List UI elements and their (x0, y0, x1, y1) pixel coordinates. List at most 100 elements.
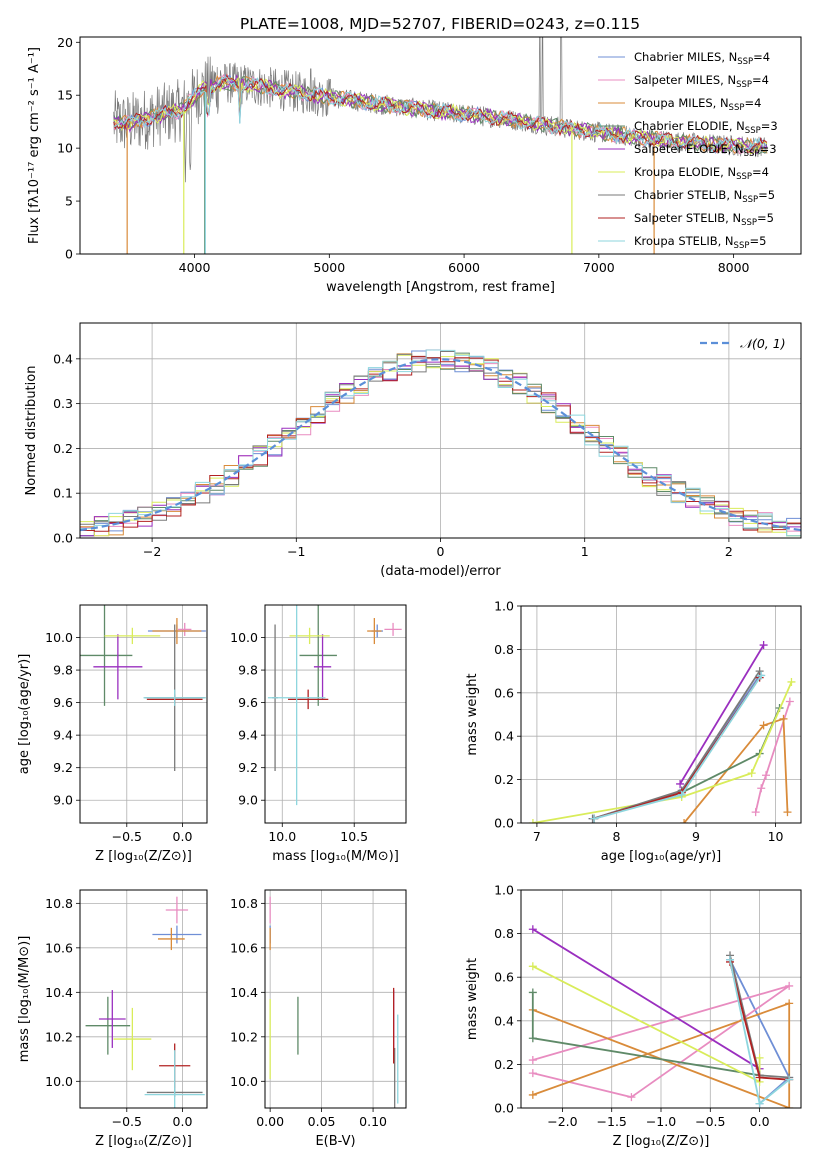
y-tick-label: 9.8 (53, 663, 73, 678)
x-axis-label: mass [log₁₀(M/M⊙)] (272, 849, 399, 864)
x-tick-label: 0.10 (359, 1114, 387, 1129)
legend-entry-subscript: SSP (742, 195, 758, 205)
series-point-marker (528, 1056, 537, 1065)
series-point-marker (785, 697, 794, 706)
error-bar-point (144, 1050, 205, 1108)
legend-entry: Salpeter STELIB, NSSP=5 (634, 211, 774, 228)
panel-weight-vs-age: 7 8 9 10 0.0 0.2 0.4 0.6 0.8 1.0 age [log₁₀(age/yr… (465, 599, 802, 864)
series-point-marker (759, 641, 768, 650)
y-tick-label: 10.0 (230, 1074, 258, 1089)
legend: 𝒩(0, 1) (700, 336, 786, 351)
series-point-marker (726, 955, 735, 964)
series-point-marker (785, 1104, 794, 1108)
series-point-marker (528, 1090, 537, 1099)
x-tick-label: 10.0 (268, 829, 296, 844)
error-bar-point (299, 605, 337, 706)
y-tick-label: 10.8 (45, 896, 73, 911)
x-tick-label: −1.0 (646, 1114, 676, 1129)
x-axis-label: Z [log₁₀(Z/Z⊙)] (95, 1134, 192, 1149)
x-tick-label: −1.5 (597, 1114, 627, 1129)
panel-age-vs-Z: −0.5 0.0 9.0 9.2 9.4 9.6 9.8 10.0 Z [log₁₀(Z/Z⊙)… (17, 604, 208, 864)
error-bar-point (80, 605, 133, 706)
x-tick-label: 9 (692, 829, 700, 844)
series-point-marker (528, 988, 537, 997)
x-tick-label: 5000 (313, 260, 345, 275)
axes-frame (264, 889, 407, 1109)
error-bar-point (289, 627, 330, 645)
series-line (593, 707, 781, 820)
legend-entry-text: Chabrier ELODIE, N (634, 119, 745, 133)
y-tick-label: 0.1 (53, 486, 73, 501)
x-axis-label: wavelength [Angstrom, rest frame] (326, 280, 555, 295)
x-tick-label: −0.5 (112, 1114, 142, 1129)
series-point-marker (755, 1099, 764, 1108)
series-line (532, 985, 790, 1099)
x-tick-label: 8 (612, 829, 620, 844)
histogram-step-line (80, 355, 801, 532)
x-tick-label: 7 (533, 829, 541, 844)
error-bar-point (104, 627, 161, 645)
y-tick-label: 1.0 (494, 883, 514, 898)
y-tick-label: 9.0 (238, 793, 258, 808)
histogram-step-line (80, 349, 801, 537)
legend-entry: Kroupa ELODIE, NSSP=4 (634, 165, 769, 182)
panel-residual-histogram: −2 −1 0 1 2 0.0 0.1 0.2 0.3 0.4 (data-model)/error… (24, 322, 802, 579)
x-tick-label: −0.5 (695, 1114, 725, 1129)
panel-mass-vs-Z: −0.5 0.0 10.0 10.2 10.4 10.6 10.8 Z [log₁₀(Z/Z⊙… (17, 889, 208, 1149)
error-bar-point (143, 689, 206, 706)
series-point-marker (528, 962, 537, 971)
series-point-marker (759, 721, 768, 730)
y-tick-label: 0.8 (494, 642, 514, 657)
y-tick-label: 5 (65, 194, 73, 209)
series-point-marker (528, 925, 537, 934)
series-line (532, 681, 793, 823)
series-point-marker (627, 1093, 636, 1102)
legend-entry-value: =4 (753, 50, 770, 64)
series-point-marker (590, 814, 599, 823)
x-tick-label: 0.0 (173, 829, 193, 844)
y-axis-label: mass [log₁₀(M/M⊙)] (17, 936, 32, 1063)
legend-entry-text: Salpeter ELODIE, N (634, 142, 744, 156)
series-line (683, 717, 789, 823)
series-point-marker (528, 1069, 537, 1078)
model-fit-line (113, 76, 768, 154)
model-fit-line (113, 73, 768, 154)
series-point-marker (757, 784, 766, 793)
legend-entry: Chabrier STELIB, NSSP=5 (634, 188, 775, 205)
x-tick-label: 10 (768, 829, 784, 844)
legend-entry-text: Chabrier MILES, N (634, 50, 737, 64)
x-tick-label: −0.5 (112, 829, 142, 844)
y-tick-label: 10 (57, 141, 73, 156)
y-tick-label: 9.6 (53, 695, 73, 710)
y-tick-label: 1.0 (494, 599, 514, 614)
error-bar-point (93, 634, 143, 700)
error-bar-point (384, 622, 402, 636)
x-tick-label: 0 (437, 544, 445, 559)
legend-entry-subscript: SSP (737, 57, 753, 67)
plot-area (269, 896, 399, 1108)
y-tick-label: 9.8 (238, 663, 258, 678)
x-tick-label: 8000 (718, 260, 750, 275)
y-tick-label: 10.0 (230, 630, 258, 645)
legend-entry-text: Salpeter STELIB, N (634, 211, 741, 225)
series-point-marker (751, 808, 760, 817)
legend-entry-value: =5 (758, 188, 775, 202)
error-bar-point (152, 925, 202, 944)
y-tick-label: 0.4 (494, 1013, 514, 1028)
y-tick-label: 0.4 (53, 351, 73, 366)
y-tick-label: 10.6 (230, 940, 258, 955)
series-point-marker (528, 819, 537, 823)
series-line (532, 928, 761, 1070)
series-point-marker (676, 779, 685, 788)
error-bar-point (98, 990, 126, 1048)
x-axis-label: (data-model)/error (380, 564, 501, 579)
error-bar-point (157, 927, 185, 951)
x-tick-label: −2 (143, 544, 161, 559)
legend-entry: Kroupa MILES, NSSP=4 (634, 96, 761, 113)
y-tick-label: 0.3 (53, 396, 73, 411)
y-tick-label: 9.4 (53, 728, 73, 743)
legend-entry-subscript: SSP (729, 103, 745, 113)
series-point-marker (680, 819, 689, 823)
series-point-marker (747, 769, 756, 778)
